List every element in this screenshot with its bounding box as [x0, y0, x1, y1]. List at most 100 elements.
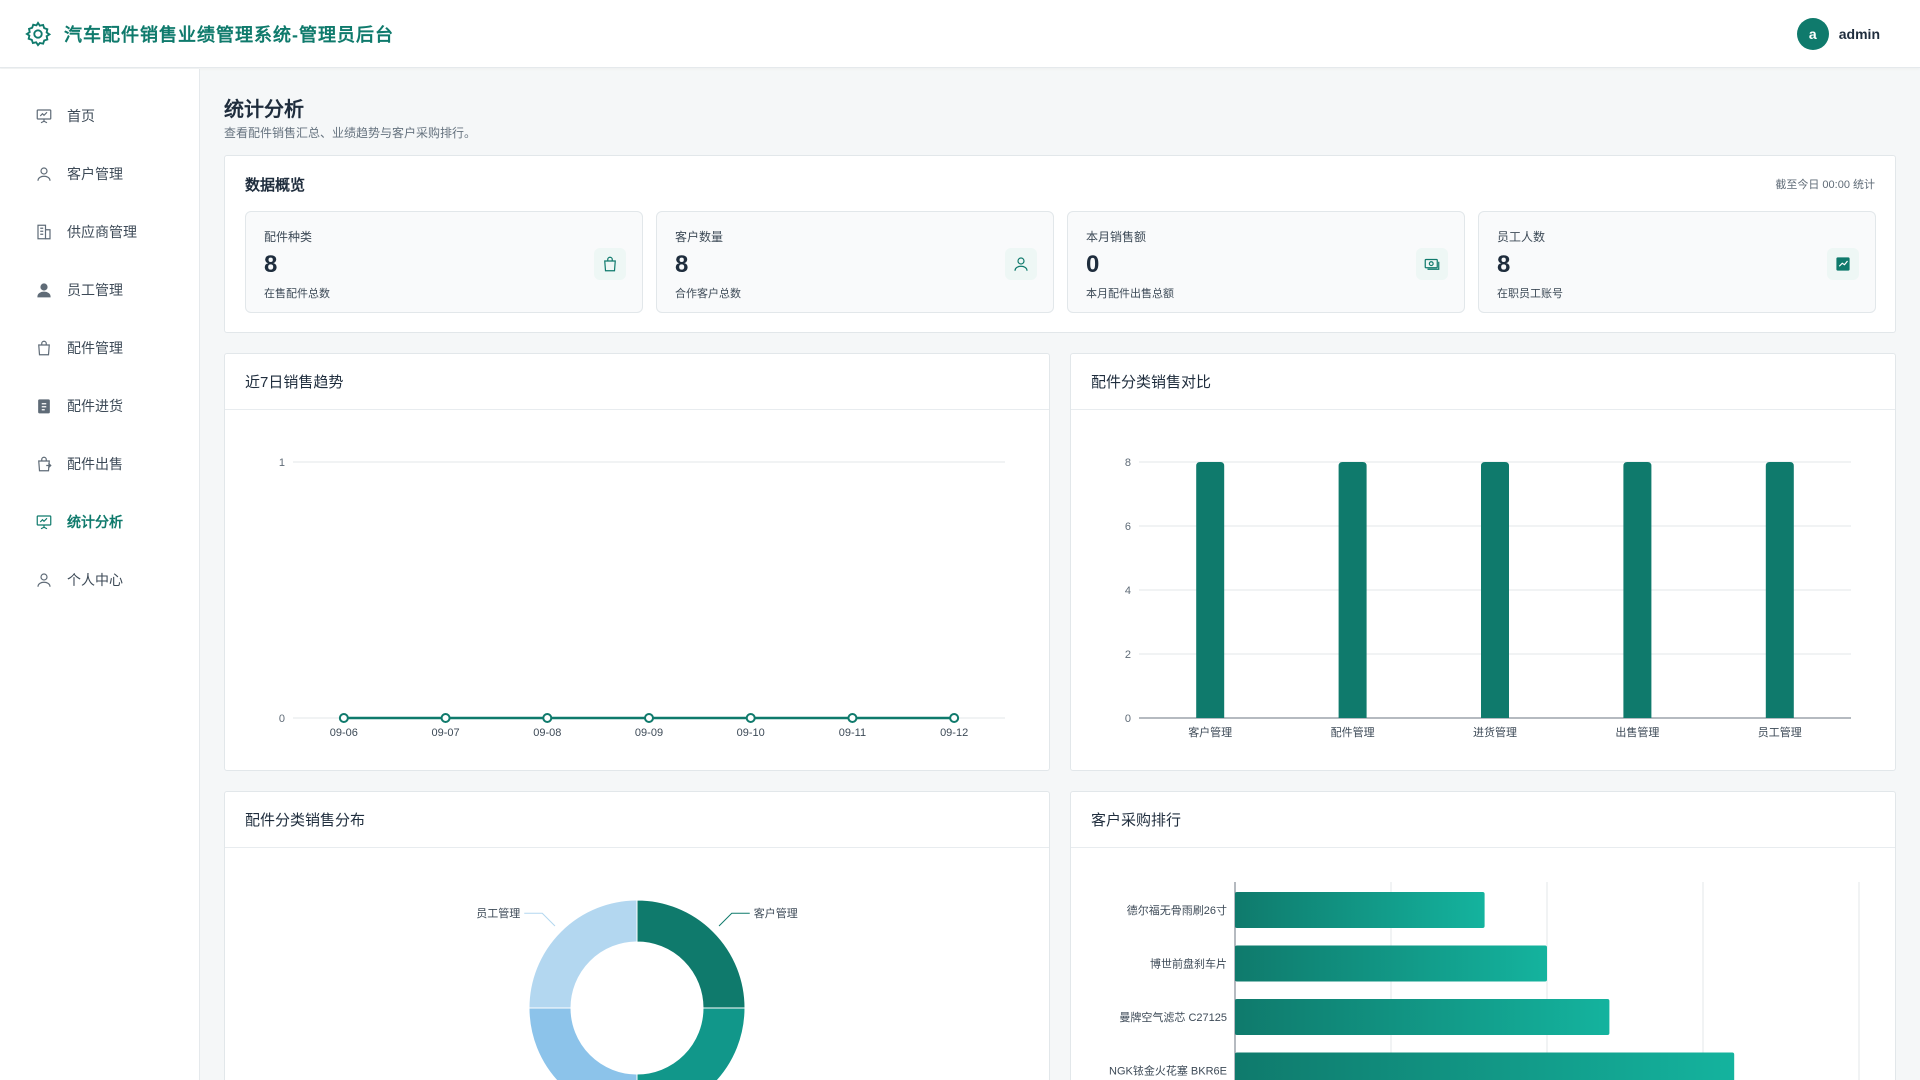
category-distribution-chart: 客户管理配件管理出售管理员工管理	[476, 899, 798, 1080]
user-menu[interactable]: a admin	[1796, 18, 1880, 50]
x-tick-label: 员工管理	[1758, 725, 1802, 739]
data-point	[847, 713, 858, 723]
bag-out-icon	[38, 456, 52, 472]
pie-slice	[528, 1007, 638, 1080]
sidebar: 首页 客户管理 供应商管理 员工管理 配件管理 配件进货 配件出售 统计分析 个…	[0, 69, 200, 1080]
bag-icon	[594, 248, 626, 280]
sidebar-item-home[interactable]: 首页	[0, 87, 199, 145]
y-tick-label: 曼牌空气滤芯 C27125	[1119, 1010, 1227, 1024]
data-point	[440, 713, 451, 723]
stat-desc: 在职员工账号	[1497, 288, 1563, 300]
sidebar-item-parts[interactable]: 配件管理	[0, 319, 199, 377]
y-tick-label: NGK铱金火花塞 BKR6E	[1109, 1064, 1227, 1078]
pie-chart-title: 配件分类销售分布	[225, 792, 1049, 848]
y-tick-label: 6	[1125, 521, 1131, 533]
app-header: 汽车配件销售业绩管理系统-管理员后台 a admin	[0, 0, 1920, 68]
y-tick-label: 4	[1125, 585, 1131, 597]
sidebar-item-label: 配件进货	[67, 398, 123, 414]
x-tick-label: 09-09	[635, 727, 663, 739]
stat-value: 8	[675, 251, 689, 278]
bar	[1623, 462, 1652, 718]
ranking-chart-card: 客户采购排行 德尔福无骨雨刷26寸博世前盘刹车片曼牌空气滤芯 C27125 NGK…	[1070, 791, 1896, 1080]
stat-value: 8	[1497, 251, 1511, 278]
overview-card: 数据概览 截至今日 00:00 统计 配件种类 8 在售配件总数 客户数量 8 …	[224, 155, 1896, 333]
sidebar-item-customers[interactable]: 客户管理	[0, 145, 199, 203]
x-tick-label: 09-07	[432, 727, 460, 739]
building-icon	[37, 224, 51, 240]
bar	[1196, 462, 1225, 718]
sidebar-item-purchase[interactable]: 配件进货	[0, 377, 199, 435]
stat-label: 本月销售额	[1086, 230, 1147, 244]
stat-desc: 合作客户总数	[675, 288, 741, 300]
app-title: 汽车配件销售业绩管理系统-管理员后台	[64, 24, 394, 45]
trend-chart-title: 近7日销售趋势	[225, 354, 1049, 410]
x-tick-label: 配件管理	[1331, 725, 1375, 739]
clipboard-icon	[38, 399, 50, 414]
ranking-chart-title: 客户采购排行	[1071, 792, 1895, 848]
sidebar-item-profile[interactable]: 个人中心	[0, 551, 199, 609]
bar	[1765, 462, 1794, 718]
x-tick-label: 09-08	[533, 727, 561, 739]
sidebar-item-employees[interactable]: 员工管理	[0, 261, 199, 319]
sidebar-item-label: 首页	[67, 108, 95, 124]
x-tick-label: 09-11	[839, 727, 866, 739]
x-tick-label: 出售管理	[1615, 725, 1659, 739]
x-tick-label: 09-10	[737, 727, 765, 739]
presentation-icon	[36, 109, 52, 124]
stat-card-employees: 员工人数 8 在职员工账号	[1478, 211, 1876, 313]
y-tick-label: 8	[1125, 457, 1131, 469]
x-tick-label: 进货管理	[1473, 725, 1517, 739]
gear-icon	[25, 20, 52, 47]
bar	[1338, 462, 1367, 718]
stat-value: 0	[1086, 251, 1100, 278]
sidebar-item-label: 客户管理	[67, 166, 123, 182]
bar	[1235, 999, 1610, 1035]
page-title: 统计分析	[224, 99, 304, 121]
user-icon	[37, 573, 51, 587]
user-icon	[37, 167, 51, 181]
sidebar-item-suppliers[interactable]: 供应商管理	[0, 203, 199, 261]
stat-card-monthly-sales: 本月销售额 0 本月配件出售总额	[1067, 211, 1465, 313]
y-tick-label: 2	[1125, 649, 1131, 661]
y-tick-label: 德尔福无骨雨刷26寸	[1127, 903, 1227, 917]
overview-title: 数据概览	[245, 176, 306, 194]
person-icon	[37, 283, 51, 298]
category-bar-title: 配件分类销售对比	[1071, 354, 1895, 410]
sidebar-item-statistics[interactable]: 统计分析	[0, 493, 199, 551]
sidebar-item-label: 供应商管理	[67, 224, 137, 240]
sidebar-item-label: 统计分析	[67, 514, 123, 530]
page-subtitle: 查看配件销售汇总、业绩趋势与客户采购排行。	[224, 126, 477, 140]
avatar[interactable]: a	[1796, 18, 1829, 50]
bar	[1235, 945, 1547, 982]
stat-value: 8	[264, 251, 278, 278]
bar	[1235, 1052, 1735, 1080]
data-point	[745, 713, 756, 723]
user-name[interactable]: admin	[1838, 26, 1880, 42]
trend-chart-card: 近7日销售趋势 0 1 09-06 09-07 09-08 09-09 09-10 09-11…	[224, 353, 1050, 771]
y-tick-label: 1	[279, 457, 285, 469]
y-tick-label: 0	[1125, 713, 1131, 725]
user-icon	[1005, 248, 1037, 280]
stat-label: 配件种类	[264, 230, 313, 244]
data-point	[542, 713, 553, 723]
slice-label: 客户管理	[754, 906, 798, 920]
money-icon	[1416, 248, 1448, 280]
data-point	[644, 713, 654, 723]
presentation-icon	[36, 515, 52, 530]
stat-desc: 在售配件总数	[264, 288, 330, 300]
sidebar-item-label: 员工管理	[67, 282, 123, 298]
y-tick-label: 0	[279, 713, 285, 725]
label-leader	[718, 912, 750, 927]
category-sales-chart: 0 2 4 6 8 客户管理 配件管理 进货管理 出售管理 员工管理	[1125, 457, 1851, 739]
pie-chart-card: 配件分类销售分布 客户管理配件管理出售管理员工管理	[224, 791, 1050, 1080]
bar	[1235, 892, 1485, 928]
stat-desc: 本月配件出售总额	[1086, 288, 1174, 300]
y-tick-label: 博世前盘刹车片	[1150, 957, 1227, 971]
trend-icon	[1827, 248, 1859, 280]
sidebar-item-sales[interactable]: 配件出售	[0, 435, 199, 493]
data-point	[338, 713, 349, 723]
stat-card-customers: 客户数量 8 合作客户总数	[656, 211, 1054, 313]
bar	[1481, 462, 1509, 718]
sidebar-item-label: 个人中心	[67, 572, 123, 588]
